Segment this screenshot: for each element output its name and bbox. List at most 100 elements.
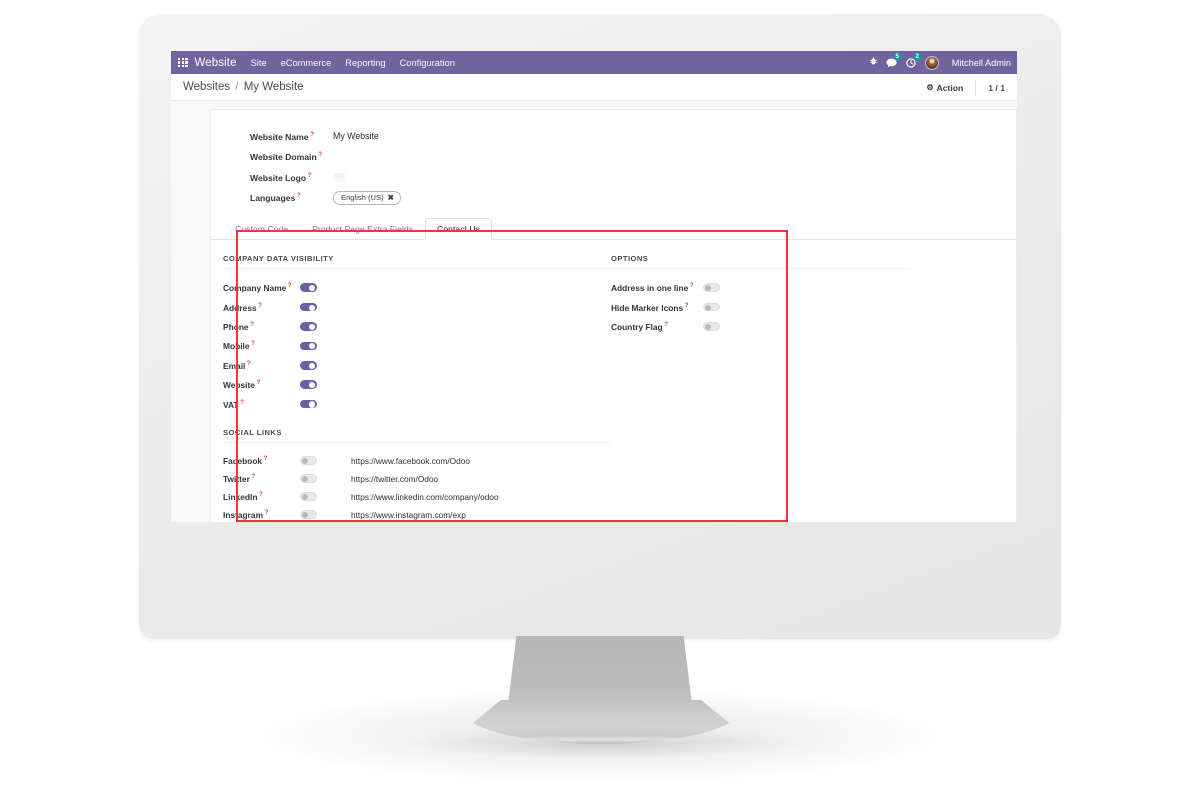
breadcrumb-separator: / <box>235 81 239 93</box>
toggle-knob <box>308 401 315 408</box>
label-text: VAT <box>223 399 239 410</box>
record-pager[interactable]: 1 / 1 <box>975 79 1017 96</box>
apps-grid-icon[interactable] <box>178 57 188 68</box>
nav-item-site[interactable]: Site <box>250 57 267 68</box>
setting-address-in-one-line: Address in one line? <box>611 278 911 297</box>
breadcrumb-root[interactable]: Websites <box>183 81 231 93</box>
navbar-systray: 5 2 Mitchell Admin <box>869 51 1015 74</box>
toggle-country-flag[interactable] <box>703 322 720 331</box>
toggle-company-name[interactable] <box>300 283 317 292</box>
toggle-knob <box>705 285 712 292</box>
toggle-twitter[interactable] <box>300 474 317 483</box>
bug-icon[interactable] <box>869 57 877 68</box>
user-name[interactable]: Mitchell Admin <box>951 57 1011 68</box>
contact-us-tab-panel: COMPANY DATA VISIBILITY Company Name? Ad… <box>211 240 1016 522</box>
language-tag[interactable]: English (US) ✖ <box>333 190 401 205</box>
help-icon[interactable]: ? <box>256 379 261 387</box>
help-icon[interactable]: ? <box>318 151 323 159</box>
setting-instagram: Instagram? https://www.instagram.com/exp <box>223 506 611 522</box>
messages-icon[interactable]: 5 <box>886 52 901 68</box>
help-icon[interactable]: ? <box>684 301 689 309</box>
url-instagram[interactable]: https://www.instagram.com/exp <box>351 509 466 520</box>
form-view-page: Website Name? My Website Website Domain?… <box>171 101 1017 522</box>
label-mobile: Mobile? <box>223 340 300 351</box>
toggle-knob <box>302 512 309 519</box>
help-icon[interactable]: ? <box>258 491 263 499</box>
tab-product-page-extra-fields[interactable]: Product Page Extra Fields <box>312 224 414 234</box>
label-text: Address in one line <box>611 283 689 294</box>
navbar-brand[interactable]: Website <box>194 56 237 69</box>
field-label-website-logo: Website Logo? <box>250 172 333 183</box>
label-country-flag: Country Flag? <box>611 321 703 332</box>
setting-website: Website? <box>223 375 611 394</box>
tab-contact-us[interactable]: Contact Us <box>425 218 493 240</box>
avatar[interactable] <box>924 55 939 70</box>
label-text: LinkedIn <box>223 492 258 503</box>
help-icon[interactable]: ? <box>250 321 254 329</box>
help-icon[interactable]: ? <box>310 130 314 138</box>
help-icon[interactable]: ? <box>689 282 694 290</box>
setting-linkedin: LinkedIn? https://www.linkedin.com/compa… <box>223 488 611 506</box>
toggle-address-in-one-line[interactable] <box>703 283 720 292</box>
toggle-hide-marker-icons[interactable] <box>703 302 720 312</box>
label-instagram: Instagram? <box>223 509 300 520</box>
activities-clock-icon[interactable]: 2 <box>906 52 921 68</box>
help-icon[interactable]: ? <box>664 321 669 329</box>
sheet-wrapper: Website Name? My Website Website Domain?… <box>171 109 1017 522</box>
help-icon[interactable]: ? <box>287 282 292 290</box>
label-email: Email? <box>223 360 300 371</box>
label-text: Company Name <box>223 283 287 294</box>
label-linkedin: LinkedIn? <box>223 491 300 502</box>
toggle-email[interactable] <box>300 361 317 370</box>
toggle-linkedin[interactable] <box>300 492 317 501</box>
toggle-website[interactable] <box>300 380 317 389</box>
url-twitter[interactable]: https://twitter.com/Odoo <box>351 473 439 484</box>
close-icon[interactable]: ✖ <box>387 193 394 202</box>
label-text: Facebook <box>223 456 263 467</box>
help-icon[interactable]: ? <box>258 301 262 309</box>
messages-badge: 5 <box>893 52 901 60</box>
help-icon[interactable]: ? <box>307 171 312 179</box>
toggle-vat[interactable] <box>300 399 317 409</box>
toggle-knob <box>308 382 315 389</box>
nav-item-ecommerce[interactable]: eCommerce <box>280 57 332 68</box>
monitor-screen: Website Site eCommerce Reporting Configu… <box>171 51 1017 522</box>
label-vat: VAT? <box>223 399 300 410</box>
help-icon[interactable]: ? <box>240 398 244 406</box>
nav-item-configuration[interactable]: Configuration <box>399 57 455 68</box>
label-text: Mobile <box>223 341 250 352</box>
setting-mobile: Mobile? <box>223 336 611 355</box>
help-icon[interactable]: ? <box>251 340 255 348</box>
nav-item-reporting[interactable]: Reporting <box>345 57 386 68</box>
field-website-name: Website Name? My Website <box>250 126 1016 147</box>
field-value-website-name[interactable]: My Website <box>333 131 379 142</box>
help-icon[interactable]: ? <box>263 455 268 463</box>
odoo-top-navbar: Website Site eCommerce Reporting Configu… <box>171 51 1017 74</box>
action-button-label: Action <box>936 82 964 93</box>
setting-email: Email? <box>223 356 611 375</box>
help-icon[interactable]: ? <box>296 192 301 200</box>
toggle-instagram[interactable] <box>300 510 317 519</box>
help-icon[interactable]: ? <box>264 509 269 517</box>
toggle-address[interactable] <box>300 302 317 312</box>
url-facebook[interactable]: https://www.facebook.com/Odoo <box>351 455 470 466</box>
toggle-mobile[interactable] <box>300 341 317 351</box>
setting-country-flag: Country Flag? <box>611 317 911 336</box>
monitor-contact-shadow <box>400 726 804 760</box>
tab-custom-code[interactable]: Custom Code <box>235 224 289 234</box>
toggle-knob <box>302 476 309 483</box>
action-button[interactable]: ⚙ Action <box>926 83 975 93</box>
group-title-social-links: SOCIAL LINKS <box>223 428 611 443</box>
url-linkedin[interactable]: https://www.linkedin.com/company/odoo <box>351 491 499 502</box>
toggle-facebook[interactable] <box>300 456 317 465</box>
toggle-knob <box>705 323 712 331</box>
help-icon[interactable]: ? <box>246 359 251 367</box>
activities-badge: 2 <box>913 52 921 60</box>
toggle-knob <box>308 323 315 331</box>
label-text: Website Domain <box>250 152 317 163</box>
field-label-languages: Languages? <box>250 192 333 203</box>
help-icon[interactable]: ? <box>251 473 256 481</box>
website-logo-image[interactable] <box>333 172 345 182</box>
toggle-phone[interactable] <box>300 322 317 331</box>
control-panel-right: ⚙ Action 1 / 1 <box>926 74 1017 101</box>
